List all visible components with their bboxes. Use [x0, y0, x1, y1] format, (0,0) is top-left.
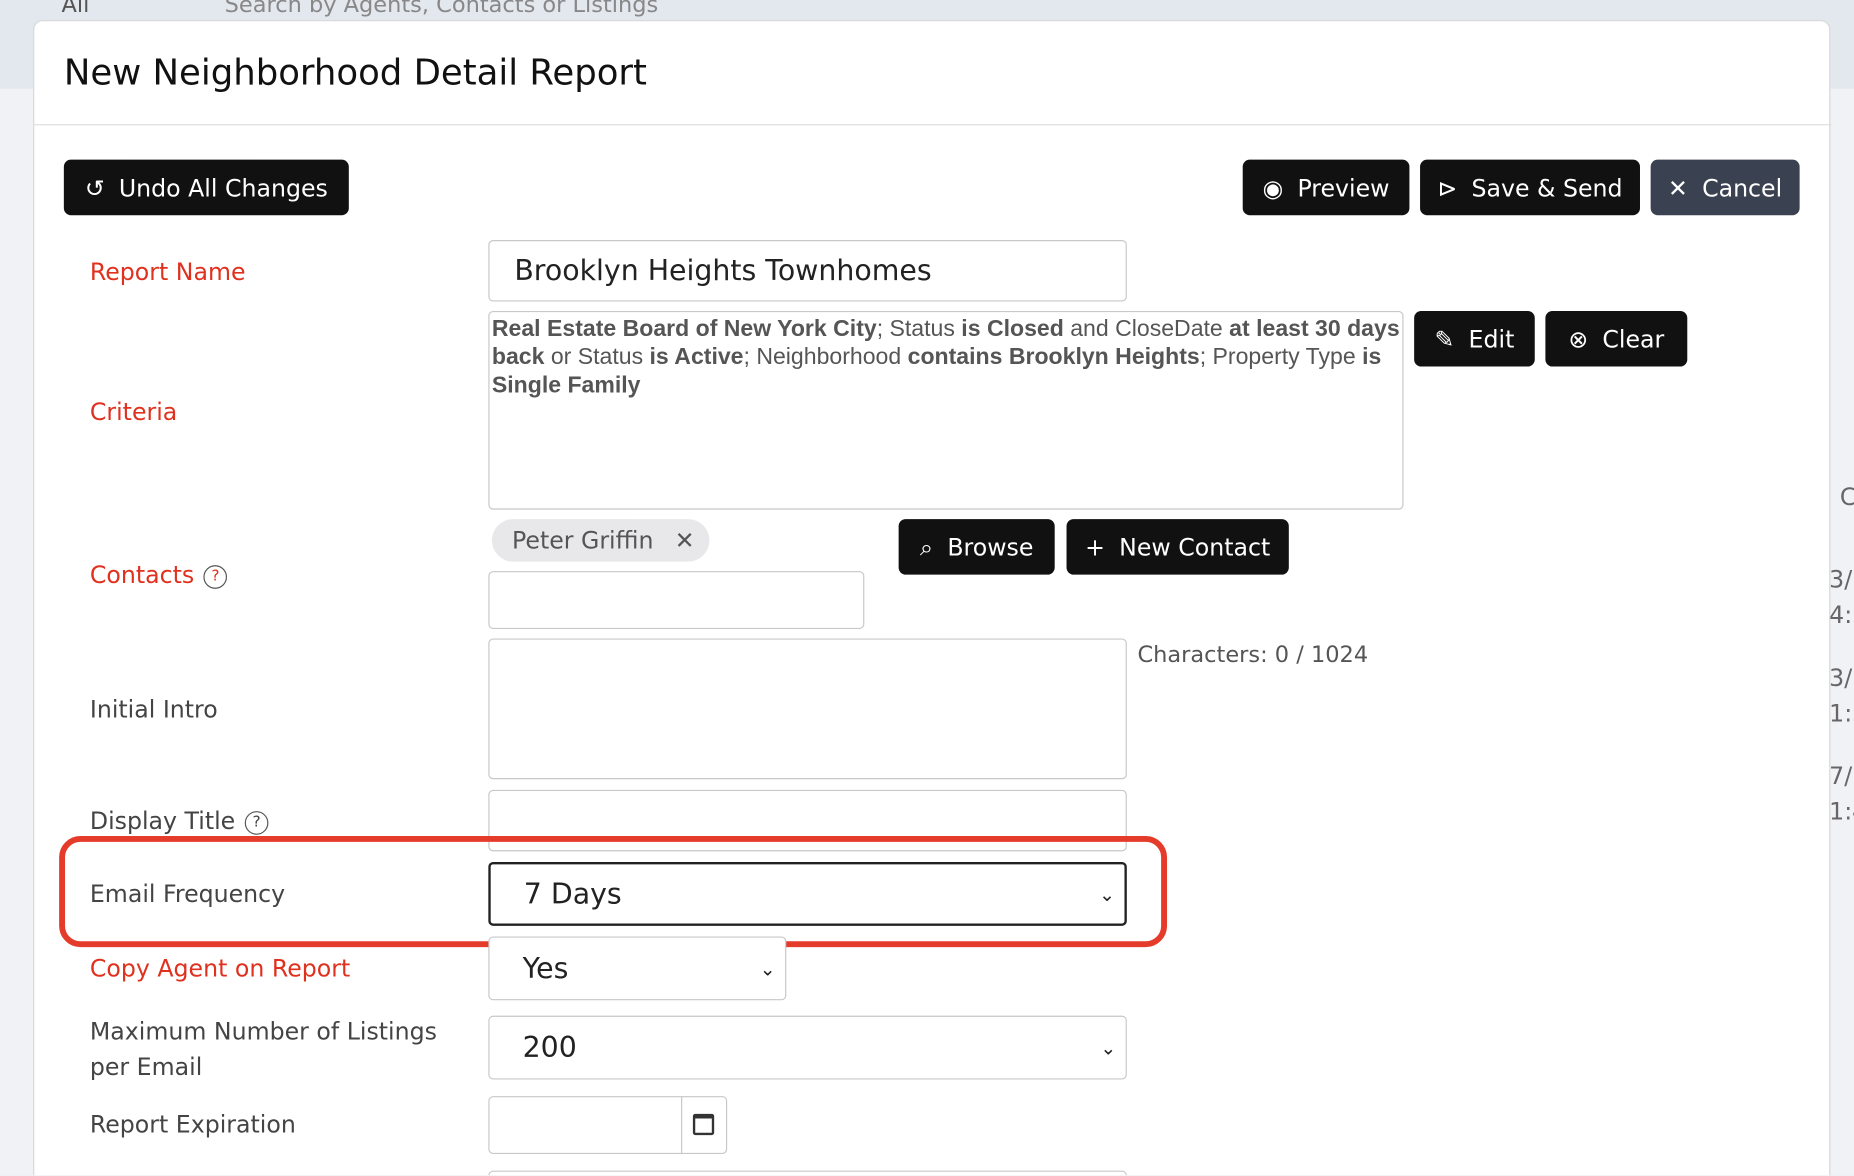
chip-label: Peter Griffin	[511, 526, 654, 555]
select-value: 7 Days	[523, 877, 622, 911]
bg-fragment: 3/	[1829, 565, 1853, 594]
clear-label: Clear	[1602, 324, 1665, 353]
criteria-segment: ; Property Type	[1199, 344, 1363, 371]
field-label: Maximum Number of Listings per Email	[89, 1016, 437, 1081]
select-value: 200	[522, 1031, 577, 1065]
search-scope[interactable]: All	[61, 0, 90, 18]
bg-fragment: 1:5	[1829, 698, 1854, 728]
preview-label: Preview	[1297, 173, 1390, 202]
help-icon[interactable]: ?	[203, 564, 228, 589]
select-value: Yes	[522, 951, 569, 985]
label-text: Display Title	[89, 806, 236, 835]
criteria-segment: ; Status	[876, 315, 962, 342]
criteria-segment: or Status	[544, 344, 650, 371]
field-label: Criteria	[89, 397, 178, 426]
clear-button[interactable]: ⊗ Clear	[1545, 310, 1688, 367]
field-label: Contacts?	[89, 560, 228, 589]
copy-agent-select[interactable]: Yes ⌄	[488, 936, 787, 1001]
field-label: Report Expiration	[89, 1110, 296, 1139]
edit-label: Edit	[1468, 324, 1515, 353]
save-send-button[interactable]: ⊳ Save & Send	[1420, 159, 1640, 216]
report-name-input[interactable]: Brooklyn Heights Townhomes	[488, 240, 1127, 302]
bg-fragment: C	[1840, 482, 1854, 510]
help-icon[interactable]: ?	[244, 810, 269, 835]
divider	[681, 1096, 683, 1155]
undo-label: Undo All Changes	[118, 173, 328, 202]
contact-chip: Peter Griffin ✕	[491, 519, 710, 562]
highlight-box	[59, 835, 1168, 948]
chip-remove[interactable]: ✕	[674, 526, 695, 555]
contacts-input[interactable]	[488, 571, 865, 630]
input-value: Brooklyn Heights Townhomes	[514, 254, 932, 288]
browse-button[interactable]: ⌕ Browse	[898, 519, 1055, 575]
expiration-input[interactable]	[488, 1096, 728, 1155]
max-listings-select[interactable]: 200 ⌄	[488, 1015, 1127, 1080]
bg-fragment: 3/	[1829, 663, 1853, 692]
bg-fragment: 1:4	[1829, 796, 1854, 826]
divider	[34, 124, 1832, 126]
new-contact-label: New Contact	[1119, 532, 1271, 562]
browse-label: Browse	[947, 532, 1034, 562]
calendar-icon[interactable]	[692, 1113, 715, 1136]
bg-fragment: 7/	[1829, 761, 1853, 790]
field-label: Report Name	[89, 257, 246, 287]
save-send-label: Save & Send	[1471, 173, 1623, 202]
field-label: Email Frequency	[89, 879, 286, 909]
cancel-button[interactable]: ✕ Cancel	[1650, 159, 1800, 216]
new-contact-button[interactable]: + New Contact	[1066, 519, 1289, 575]
dialog-title: New Neighborhood Detail Report	[63, 52, 647, 95]
field-label: Display Title?	[89, 806, 269, 835]
criteria-segment: ; Neighborhood	[743, 344, 908, 371]
preview-button[interactable]: ◉ Preview	[1242, 159, 1410, 216]
undo-button[interactable]: ↺ Undo All Changes	[63, 159, 349, 216]
intro-textarea[interactable]	[488, 638, 1127, 780]
criteria-box[interactable]: Real Estate Board of New York City; Stat…	[488, 310, 1404, 510]
search-input[interactable]: Search by Agents, Contacts or Listings	[224, 0, 659, 18]
edit-button[interactable]: ✎ Edit	[1414, 310, 1535, 367]
criteria-segment: is Single Family	[491, 344, 1382, 399]
criteria-segment: at least 30 days back	[491, 315, 1400, 371]
criteria-segment: is Active	[649, 344, 744, 371]
criteria-segment: and CloseDate	[1063, 315, 1230, 342]
label-text: Contacts	[89, 560, 195, 589]
field-label: Initial Intro	[89, 695, 218, 724]
field-label: Copy Agent on Report	[89, 954, 351, 983]
cancel-label: Cancel	[1702, 173, 1783, 202]
criteria-segment: Real Estate Board of New York City	[491, 315, 877, 342]
next-input[interactable]	[488, 1170, 1127, 1176]
email-frequency-select[interactable]: 7 Days ⌄	[488, 861, 1127, 926]
criteria-segment: is Closed	[961, 315, 1064, 342]
criteria-segment: contains Brooklyn Heights	[907, 344, 1200, 371]
char-counter: Characters: 0 / 1024	[1137, 642, 1369, 669]
bg-fragment: 4:5	[1829, 600, 1854, 630]
